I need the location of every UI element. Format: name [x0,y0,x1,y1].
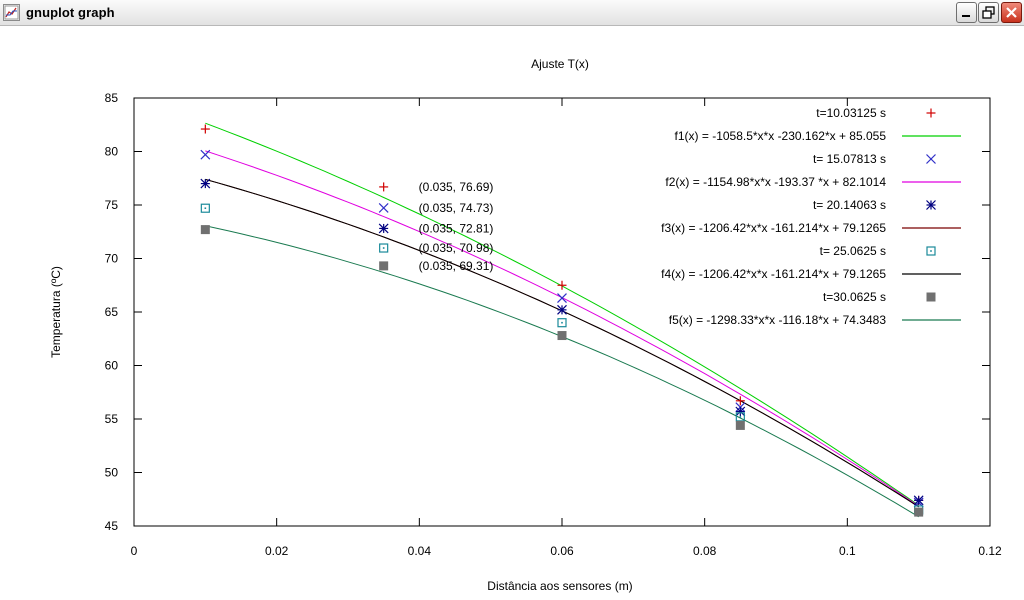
title-bar[interactable]: gnuplot graph [0,0,1024,26]
legend-entry-fit: f4(x) = -1206.42*x*x -161.214*x + 79.126… [661,267,886,281]
restore-button[interactable] [978,2,999,23]
data-point [735,412,745,422]
data-point [200,203,210,213]
data-point [200,124,210,134]
x-tick-label: 0.06 [550,544,574,558]
data-point [378,223,389,234]
close-icon [1006,7,1017,18]
legend-entry-fit: f3(x) = -1206.42*x*x -161.214*x + 79.126… [661,221,886,235]
data-point [200,178,211,189]
fit-curve [205,150,919,507]
point-annotation: (0.035, 72.81) [419,221,494,235]
x-tick-label: 0.12 [978,544,1002,558]
data-point [557,304,567,315]
y-tick-label: 75 [105,198,119,212]
point-annotations: (0.035, 76.69) (0.035, 74.73) (0.035, 72.8… [419,180,494,273]
legend-entry-series: t= 15.07813 s [813,152,886,166]
data-point [735,396,745,406]
data-point [557,331,567,341]
restore-icon [982,6,995,19]
point-annotation: (0.035, 69.31) [419,259,494,273]
data-point [379,243,389,253]
data-point [735,406,746,417]
data-point [378,202,389,213]
y-axis-label: Temperatura (ºC) [49,266,63,358]
data-point [200,225,210,235]
data-point [926,292,936,302]
x-tick-label: 0.08 [693,544,717,558]
y-tick-label: 70 [105,252,119,266]
data-point [557,318,567,328]
legend-entry-series: t=10.03125 s [816,106,886,120]
close-button[interactable] [1001,2,1022,23]
data-point [379,261,389,271]
y-axis: 45 50 55 60 65 70 75 80 85 [105,91,990,533]
minimize-icon [962,15,970,17]
y-tick-label: 85 [105,91,119,105]
window-title: gnuplot graph [26,5,115,20]
y-tick-label: 45 [105,519,119,533]
point-annotation: (0.035, 76.69) [419,180,494,194]
legend-entry-fit: f2(x) = -1154.98*x*x -193.37 *x + 82.101… [665,175,886,189]
data-point [557,280,567,290]
x-tick-label: 0.1 [839,544,856,558]
minimize-button[interactable] [956,2,977,23]
plot-canvas: Ajuste T(x) 45 50 55 60 65 70 75 80 85 0 0.02 0.04… [49,57,1002,593]
data-point [926,246,936,256]
data-point [735,420,745,430]
x-axis: 0 0.02 0.04 0.06 0.08 0.1 0.12 [131,98,1002,558]
legend-entry-fit: f1(x) = -1058.5*x*x -230.162*x + 85.055 [675,129,887,143]
legend-entry-fit: f5(x) = -1298.33*x*x -116.18*x + 74.3483 [669,313,887,327]
x-axis-label: Distância aos sensores (m) [487,579,632,593]
data-point [200,149,211,160]
data-point [557,293,567,304]
legend: t=10.03125 s f1(x) = -1058.5*x*x -230.162… [661,106,961,327]
x-tick-label: 0 [131,544,138,558]
point-annotation: (0.035, 74.73) [419,201,494,215]
y-tick-label: 80 [105,145,119,159]
data-point [926,200,936,210]
x-tick-label: 0.04 [408,544,432,558]
y-tick-label: 55 [105,412,119,426]
data-points [200,124,924,517]
legend-entry-series: t= 25.0625 s [820,244,886,258]
y-tick-label: 60 [105,359,119,373]
y-tick-label: 50 [105,466,119,480]
x-tick-label: 0.02 [265,544,289,558]
y-tick-label: 65 [105,305,119,319]
legend-entry-series: t= 20.14063 s [813,198,886,212]
chart-title: Ajuste T(x) [531,57,589,71]
data-point [926,154,936,164]
point-annotation: (0.035, 70.98) [419,241,494,255]
data-point [913,495,924,506]
gnuplot-graph-icon[interactable] [3,4,20,21]
data-point [379,182,389,192]
data-point [914,507,924,517]
data-point [926,108,936,118]
legend-entry-series: t=30.0625 s [823,290,886,304]
